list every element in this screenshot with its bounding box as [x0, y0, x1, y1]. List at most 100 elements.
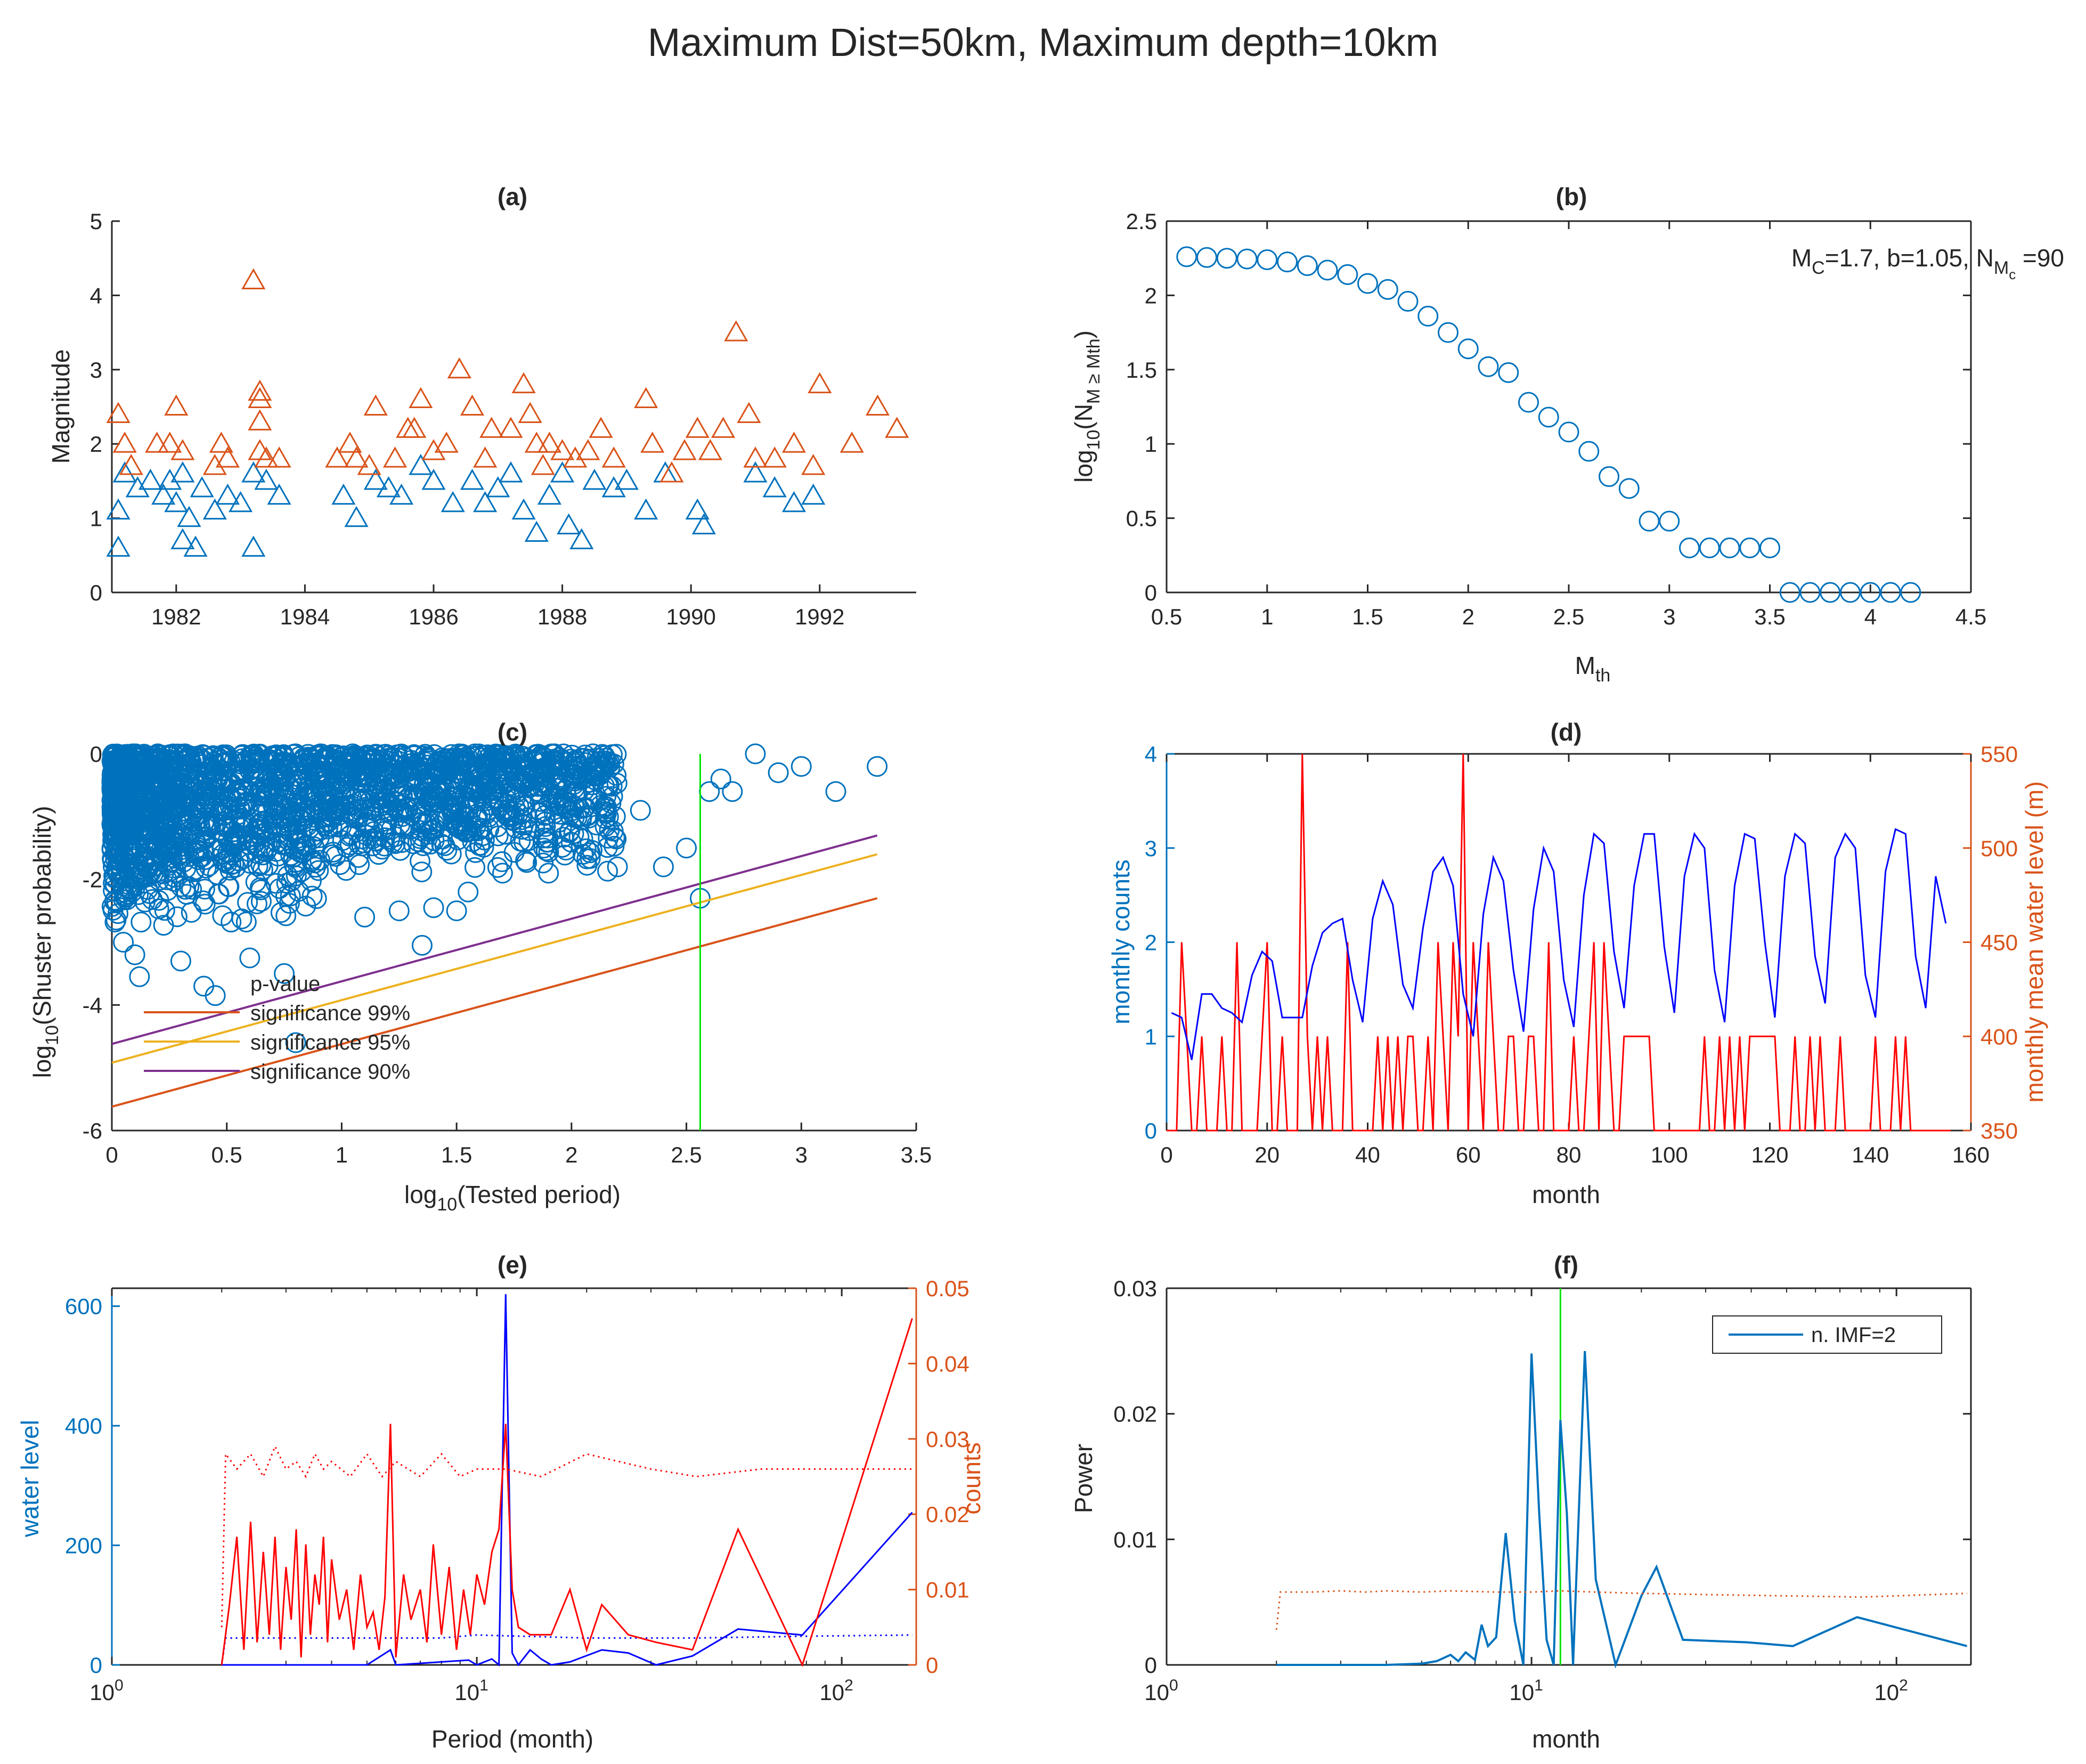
magnitude-triangle-marker: [711, 417, 736, 438]
x-tick-label: 3: [795, 1142, 808, 1167]
y-tick-label: -2: [83, 867, 102, 892]
spectrum-line: [221, 1318, 913, 1668]
x-tick-label: 2: [565, 1142, 577, 1167]
pvalue-circle-marker: [154, 842, 176, 863]
pvalue-circle-marker: [271, 821, 292, 842]
fmd-circle-marker: [1297, 255, 1318, 277]
x-tick-label: 101: [1509, 1677, 1543, 1705]
y-tick-label: -4: [83, 993, 102, 1018]
fmd-circle-marker: [1457, 338, 1479, 360]
pvalue-circle-marker: [434, 835, 455, 856]
y-tick-label: 0.5: [1126, 506, 1157, 531]
pvalue-circle-marker: [336, 860, 357, 881]
pvalue-circle-marker: [239, 947, 260, 969]
magnitude-triangle-marker: [569, 528, 594, 549]
pvalue-circle-marker: [195, 857, 217, 879]
x-tick-label: 40: [1355, 1142, 1380, 1167]
fmd-circle-marker: [1277, 251, 1298, 273]
panel-d-title: (d): [1551, 718, 1582, 746]
fmd-circle-marker: [1679, 537, 1700, 558]
pvalue-circle-marker: [178, 876, 200, 897]
fmd-circle-marker: [1417, 305, 1439, 327]
fmd-circle-marker: [1216, 248, 1237, 269]
fmd-circle-marker: [1196, 247, 1217, 268]
y-tick-label: 200: [65, 1533, 102, 1558]
pvalue-circle-marker: [533, 852, 554, 874]
pvalue-circle-marker: [867, 756, 888, 777]
pvalue-circle-marker: [354, 906, 376, 928]
pvalue-circle-marker: [478, 806, 500, 827]
pvalue-circle-marker: [111, 776, 132, 797]
panel-f-legend: n. IMF=2: [1712, 1315, 1942, 1354]
x-tick-label: 0: [1160, 1142, 1172, 1167]
pvalue-circle-marker: [295, 834, 316, 856]
pvalue-circle-marker: [280, 885, 301, 907]
pvalue-circle-marker: [363, 800, 385, 822]
pvalue-circle-marker: [594, 816, 616, 838]
magnitude-triangle-marker: [479, 417, 504, 438]
pvalue-circle-marker: [441, 796, 462, 817]
fmd-circle-marker: [1397, 291, 1419, 312]
magnitude-triangle-marker: [808, 372, 832, 394]
x-tick-label: 3: [1663, 604, 1675, 629]
pvalue-circle-marker: [825, 781, 846, 802]
pvalue-circle-marker: [170, 950, 191, 972]
pvalue-circle-marker: [195, 791, 216, 812]
panel-f-imf-power: (f) month Power n. IMF=2: [1070, 1251, 1942, 1753]
fmd-circle-marker: [1518, 392, 1539, 413]
pvalue-circle-marker: [172, 814, 193, 835]
legend-label-imf: n. IMF=2: [1811, 1323, 1896, 1347]
magnitude-triangle-marker: [743, 461, 768, 483]
magnitude-triangle-marker: [865, 394, 890, 416]
magnitude-triangle-marker: [215, 483, 240, 505]
magnitude-triangle-marker: [601, 446, 626, 468]
pvalue-circle-marker: [135, 763, 157, 784]
magnitude-triangle-marker: [698, 439, 723, 460]
pvalue-circle-marker: [603, 753, 624, 775]
fmd-circle-marker: [1820, 582, 1841, 603]
x-tick-label: 20: [1254, 1142, 1280, 1167]
panel-a-magnitude-timeline: (a) Magnitude: [47, 183, 527, 464]
panel-a-title: (a): [498, 183, 527, 210]
magnitude-triangle-marker: [363, 394, 388, 416]
pvalue-circle-marker: [207, 864, 228, 885]
magnitude-triangle-marker: [460, 468, 485, 490]
magnitude-triangle-marker: [524, 521, 549, 542]
magnitude-triangle-marker: [138, 468, 163, 490]
significance-line: [111, 853, 878, 1064]
pvalue-circle-marker: [453, 807, 475, 828]
magnitude-triangle-marker: [125, 476, 150, 498]
x-tick-label: 80: [1557, 1142, 1582, 1167]
pvalue-circle-marker: [140, 802, 161, 823]
confidence-dotted-line: [1275, 1590, 1967, 1630]
magnitude-triangle-marker: [402, 417, 427, 438]
pvalue-circle-marker: [710, 768, 731, 790]
pvalue-circle-marker: [166, 784, 187, 805]
magnitude-triangle-marker: [691, 513, 716, 535]
magnitude-triangle-marker: [158, 468, 182, 490]
magnitude-triangle-marker: [685, 417, 710, 438]
pvalue-circle-marker: [364, 788, 386, 809]
x-tick-label: 1990: [666, 604, 715, 629]
magnitude-triangle-marker: [531, 453, 555, 475]
magnitude-triangle-marker: [518, 402, 542, 423]
magnitude-triangle-marker: [170, 461, 195, 483]
pvalue-circle-marker: [417, 754, 438, 776]
x-tick-label: 140: [1852, 1142, 1889, 1167]
pvalue-circle-marker: [388, 900, 410, 922]
magnitude-triangle-marker: [885, 417, 909, 438]
fmd-circle-marker: [1578, 441, 1600, 462]
fmd-circle-marker: [1337, 264, 1358, 285]
magnitude-triangle-marker: [209, 432, 233, 453]
pvalue-circle-marker: [341, 751, 362, 772]
magnitude-triangle-marker: [499, 461, 523, 483]
magnitude-triangle-marker: [557, 513, 581, 535]
panel-f-xlabel: month: [1532, 1725, 1600, 1753]
pvalue-circle-marker: [259, 836, 280, 857]
pvalue-circle-marker: [423, 744, 445, 765]
pvalue-circle-marker: [165, 786, 186, 807]
pvalue-circle-marker: [346, 745, 367, 767]
spectrum-line: [222, 1294, 913, 1667]
fmd-circle-marker: [1236, 248, 1258, 270]
magnitude-triangle-marker: [183, 535, 208, 557]
